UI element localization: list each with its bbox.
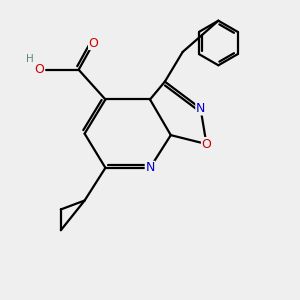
- Text: N: N: [145, 161, 155, 174]
- Text: H: H: [26, 54, 34, 64]
- Text: O: O: [34, 63, 44, 76]
- Text: O: O: [88, 37, 98, 50]
- Text: O: O: [202, 138, 212, 151]
- Text: N: N: [196, 102, 205, 115]
